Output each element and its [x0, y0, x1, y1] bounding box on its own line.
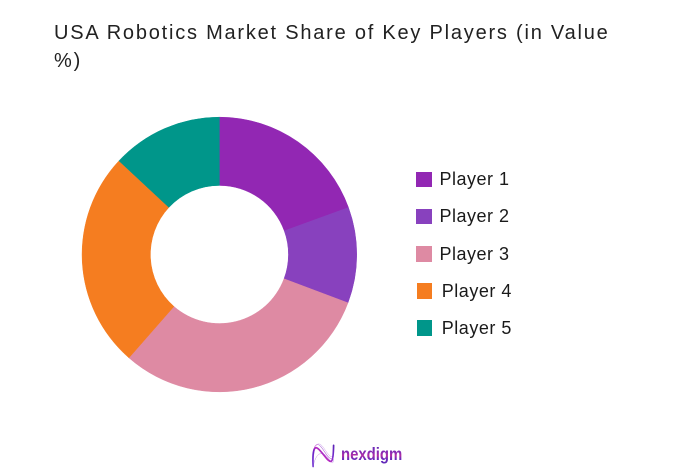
svg-text:nexdigm: nexdigm: [341, 444, 402, 464]
